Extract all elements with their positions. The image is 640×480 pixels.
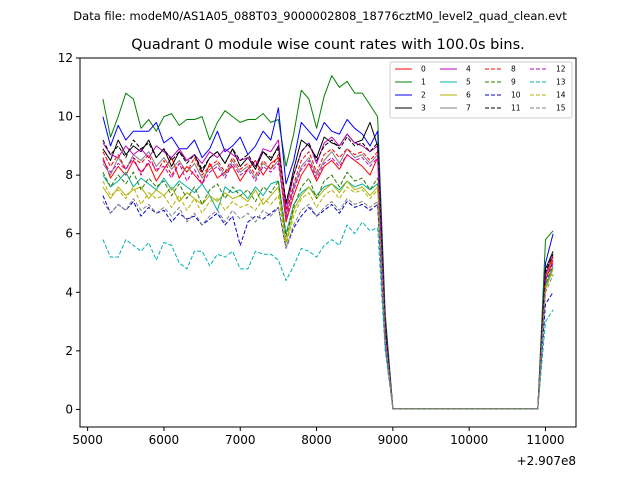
series-line-3 (102, 121, 554, 410)
x-tick-label: 8000 (301, 433, 332, 447)
y-axis: 0 2 4 6 8 10 12 (58, 51, 80, 416)
legend-label-3: 3 (421, 104, 426, 113)
series-line-7 (102, 148, 554, 410)
x-axis: 5000 6000 7000 8000 9000 10000 11000 (72, 427, 565, 447)
series-line-8 (102, 148, 554, 410)
y-tick-label: 0 (65, 402, 73, 416)
legend-label-6: 6 (466, 91, 471, 100)
series-line-9 (102, 171, 554, 410)
series-line-12 (102, 154, 554, 410)
series-line-10 (102, 195, 554, 410)
y-tick-label: 12 (58, 51, 73, 65)
chart-suptitle: Data file: modeM0/AS1A05_088T03_90000028… (73, 9, 567, 23)
series-line-11 (102, 136, 554, 410)
legend-label-13: 13 (556, 78, 566, 87)
legend-label-9: 9 (511, 78, 516, 87)
legend-label-2: 2 (421, 91, 426, 100)
series-line-5 (102, 171, 554, 410)
legend-label-15: 15 (556, 104, 566, 113)
chart-title: Quadrant 0 module wise count rates with … (131, 37, 525, 53)
x-tick-label: 10000 (450, 433, 488, 447)
series-line-14 (102, 180, 554, 410)
series-line-4 (102, 133, 554, 410)
y-tick-label: 10 (58, 110, 73, 124)
series-line-1 (102, 75, 554, 410)
x-tick-label: 11000 (526, 433, 564, 447)
legend-label-10: 10 (511, 91, 521, 100)
plot-area: 5000 6000 7000 8000 9000 10000 11000 024681012… (58, 51, 577, 468)
x-tick-label: 6000 (149, 433, 180, 447)
series-line-13 (102, 221, 554, 410)
series-line-2 (102, 107, 554, 410)
legend-box (389, 61, 573, 119)
legend-label-5: 5 (466, 78, 471, 87)
series-line-15 (102, 198, 554, 410)
legend-label-8: 8 (511, 65, 516, 74)
legend-label-12: 12 (556, 65, 566, 74)
y-tick-label: 2 (65, 344, 73, 358)
y-tick-label: 8 (65, 168, 73, 182)
y-tick-label: 4 (65, 285, 73, 299)
legend-label-7: 7 (466, 104, 471, 113)
y-tick-label: 6 (65, 227, 73, 241)
legend-label-0: 0 (421, 65, 426, 74)
series-line-6 (102, 180, 554, 410)
legend-label-1: 1 (421, 78, 426, 87)
legend-label-4: 4 (466, 65, 471, 74)
x-tick-label: 9000 (378, 433, 409, 447)
x-tick-label: 7000 (225, 433, 256, 447)
legend-label-11: 11 (511, 104, 521, 113)
legend-label-14: 14 (556, 91, 566, 100)
x-axis-offset-label: +2.907e8 (517, 454, 576, 468)
x-tick-label: 5000 (72, 433, 103, 447)
series-layer (102, 75, 554, 410)
axes-frame (79, 57, 577, 428)
